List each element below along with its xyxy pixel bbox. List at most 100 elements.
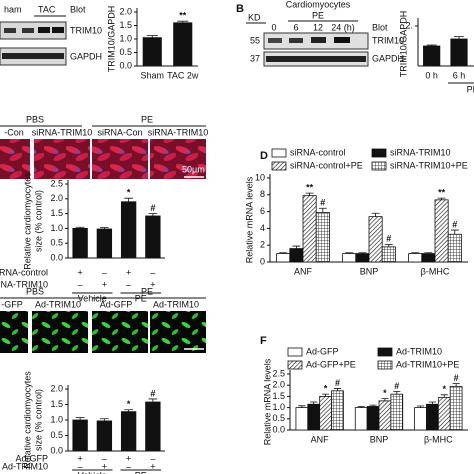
bar <box>408 253 423 263</box>
error-bar <box>318 207 327 213</box>
bar <box>390 393 404 431</box>
lane-label: TAC <box>38 4 56 14</box>
image-label: Ad-TRIM10 <box>153 299 199 309</box>
treatment: PE <box>312 10 324 20</box>
error-bar <box>298 405 306 408</box>
micrograph <box>150 311 206 353</box>
bar <box>342 253 357 263</box>
bar <box>354 407 368 431</box>
error-bar <box>384 243 393 247</box>
bar <box>307 403 321 431</box>
row-label: Ad-TRIM10 <box>2 461 48 471</box>
y-axis-label: TRIM10/GAPDH <box>106 6 116 73</box>
bar <box>381 246 396 263</box>
error-bar <box>440 394 448 398</box>
bar <box>120 201 137 259</box>
legend-label: Ad-GFP+PE <box>306 359 356 369</box>
error-bar <box>322 393 330 397</box>
x-tick-label: BNP <box>360 266 379 276</box>
error-bar <box>450 229 459 235</box>
band <box>22 28 34 33</box>
row-sign: – <box>78 279 83 289</box>
y-tick-label: 1.0 <box>50 414 63 424</box>
significance-mark: ** <box>438 188 446 198</box>
error-bar <box>369 404 377 407</box>
significance-mark: # <box>454 373 459 383</box>
lane-label: 12 <box>313 22 323 32</box>
bar <box>145 215 161 259</box>
y-tick-label: 1.5 <box>50 208 63 218</box>
x-tick-label: Sham <box>140 70 164 80</box>
blot-b: Cardiomyocytes PE KD 0 6 12 24 (h) Blot … <box>246 0 404 67</box>
bar <box>276 253 291 263</box>
y-tick-label: 4 <box>260 223 265 233</box>
band <box>266 56 366 62</box>
bar <box>145 401 161 452</box>
error-bar <box>148 398 158 403</box>
band-label: TRIM10 <box>70 25 102 35</box>
y-axis-label: Relative cardiomyocytes <box>22 371 32 469</box>
row-sign: + <box>150 461 155 471</box>
legend-swatch <box>271 148 287 158</box>
significance-mark: * <box>383 388 387 398</box>
error-bar <box>124 197 133 202</box>
group-label: PBS <box>26 286 44 296</box>
legend-label: Ad-GFP <box>306 346 339 356</box>
row-sign: – <box>102 267 107 277</box>
band <box>38 27 50 33</box>
significance-mark: # <box>452 219 457 229</box>
group-label: Vehicle <box>78 470 107 474</box>
legend-label: siRNA-control+PE <box>290 160 363 170</box>
error-bar <box>305 192 314 196</box>
error-bar <box>177 20 189 23</box>
x-tick-label: 0 h <box>425 70 438 80</box>
y-tick-label: 1.5 <box>272 391 285 401</box>
y-tick-label: 1.0 <box>50 223 63 233</box>
bar <box>449 385 463 431</box>
x-tick-label: ANF <box>294 266 313 276</box>
y-tick-label: 0.5 <box>272 413 285 423</box>
image-label: siRNA-TRIM10 <box>32 127 93 137</box>
bar <box>447 233 462 263</box>
y-axis-label: size (% control) <box>33 389 43 451</box>
panel-letter: D <box>260 150 268 162</box>
y-axis-label: size (% control) <box>33 190 43 252</box>
legend-swatch <box>287 360 303 370</box>
image-label: Ad-GFP <box>100 299 133 309</box>
micrograph <box>92 139 148 179</box>
bar <box>378 400 392 431</box>
bar <box>437 397 451 431</box>
band <box>311 37 326 43</box>
y-axis-label: TRIM10/GAPDH <box>398 11 408 78</box>
x-tick-label: β-MHC <box>421 266 450 276</box>
image-label: -GFP <box>1 299 23 309</box>
band <box>2 53 64 59</box>
legend-label: siRNA-control <box>290 147 346 157</box>
error-bar <box>371 212 380 217</box>
band <box>334 37 350 43</box>
error-bar <box>452 383 460 387</box>
error-bar <box>146 35 158 38</box>
error-bar <box>424 252 433 254</box>
error-bar <box>292 245 301 249</box>
scale-label: 50μm <box>182 164 205 174</box>
bar <box>120 411 137 452</box>
blot-a: ham TAC Blot TRIM10 GAPDH <box>0 4 102 66</box>
legend-swatch <box>287 347 303 357</box>
error-bar <box>310 401 318 405</box>
band <box>52 27 64 33</box>
row-sign: + <box>102 461 107 471</box>
bar <box>368 216 383 263</box>
bar <box>72 419 88 452</box>
y-axis-label: Relative cardiomyocytes <box>22 172 32 270</box>
row-sign: – <box>78 461 83 471</box>
legend-swatch <box>371 161 387 171</box>
error-bar <box>426 44 437 46</box>
bar <box>319 395 332 431</box>
band-label: GAPDH <box>70 51 102 61</box>
significance-mark: * <box>443 384 447 394</box>
lane-label: 6 <box>293 22 298 32</box>
bar <box>434 199 449 263</box>
band <box>289 38 303 43</box>
